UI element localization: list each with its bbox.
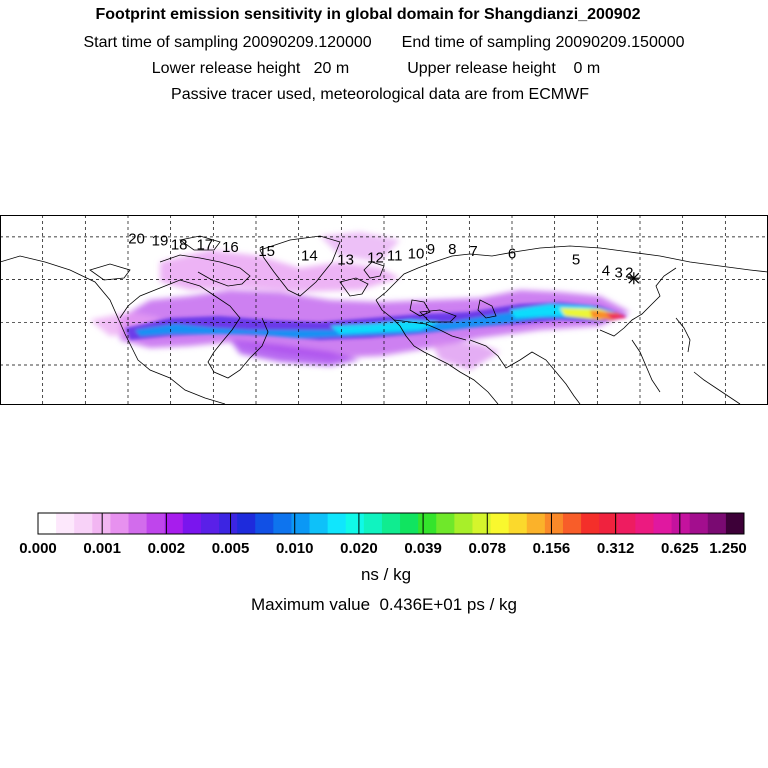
colorbar-swatch xyxy=(128,513,148,534)
trajectory-label: 6 xyxy=(508,245,516,262)
colorbar-swatch xyxy=(508,513,528,534)
colorbar-swatch xyxy=(219,513,238,534)
colorbar-tick-label: 0.001 xyxy=(83,540,121,557)
colorbar-tick-label: 0.020 xyxy=(340,540,378,557)
colorbar-swatch xyxy=(182,513,202,534)
receptor-star-stroke xyxy=(628,272,640,284)
colorbar-unit-label: ns / kg xyxy=(360,565,412,584)
colorbar-swatch xyxy=(707,513,727,534)
colorbar-swatch xyxy=(436,513,455,534)
colorbar-tick-labels: 0.000 0.001 0.002 0.005 0.010 0.020 0.039 0.078… xyxy=(19,540,747,557)
colorbar-swatch xyxy=(146,513,166,534)
colorbar-swatch xyxy=(526,513,546,534)
colorbar-swatch xyxy=(671,513,691,534)
colorbar-tick-label: 0.000 xyxy=(19,540,57,557)
colorbar-swatch xyxy=(273,513,292,534)
trajectory-label: 17 xyxy=(196,237,213,254)
colorbar-swatch xyxy=(164,513,184,534)
colorbar-swatch xyxy=(635,513,654,534)
colorbar-swatch xyxy=(38,513,57,534)
trajectory-label: 20 xyxy=(128,230,145,247)
colorbar-swatch xyxy=(581,513,600,534)
trajectory-label: 8 xyxy=(448,241,456,258)
colorbar-tick-label: 0.039 xyxy=(404,540,442,557)
trajectory-label: 11 xyxy=(387,247,403,264)
trajectory-label: 9 xyxy=(427,241,435,258)
trajectory-label: 5 xyxy=(572,252,580,269)
trajectory-label: 16 xyxy=(222,239,239,256)
colorbar-swatch xyxy=(400,513,419,534)
colorbar-swatches xyxy=(37,512,745,535)
tracer-info: Passive tracer used, meteorological data… xyxy=(171,86,589,103)
colorbar-tick-label: 0.625 xyxy=(661,540,699,557)
colorbar-swatch xyxy=(110,513,129,534)
colorbar-swatch xyxy=(562,513,582,534)
colorbar-tick-label: 0.002 xyxy=(148,540,186,557)
trajectory-label: 7 xyxy=(469,243,477,260)
colorbar-swatch xyxy=(544,513,564,534)
colorbar-tick-label: 0.010 xyxy=(276,540,314,557)
footprint-map: 20 19 18 17 16 15 14 13 12 11 10 9 8 7 6 54 3 2 xyxy=(0,215,768,405)
colorbar-swatch xyxy=(418,513,437,534)
lat-lon-grid xyxy=(0,215,768,405)
colorbar-tick-label: 0.005 xyxy=(212,540,250,557)
colorbar-swatch xyxy=(490,513,510,534)
sampling-times: Start time of sampling 20090209.120000 En… xyxy=(0,34,768,52)
colorbar-swatch xyxy=(725,513,745,534)
receptor-marker xyxy=(627,272,640,285)
colorbar-swatch xyxy=(237,513,256,534)
colorbar-swatch xyxy=(345,513,365,534)
colorbar-tick-label: 0.078 xyxy=(468,540,506,557)
trajectory-label: 19 xyxy=(152,232,169,249)
trajectory-label: 18 xyxy=(171,237,188,254)
maximum-value-label: Maximum value 0.436E+01 ps / kg xyxy=(251,595,517,614)
trajectory-label: 10 xyxy=(408,245,425,262)
colorbar-swatch xyxy=(689,513,709,534)
trajectory-label: 4 xyxy=(602,262,610,279)
colorbar-swatch xyxy=(617,513,636,534)
colorbar-swatch xyxy=(291,513,310,534)
colorbar: 0.000 0.001 0.002 0.005 0.010 0.020 0.039 0.078… xyxy=(19,512,747,557)
start-time-label: Start time of sampling 20090209.120000 xyxy=(83,34,372,51)
coastlines xyxy=(0,235,768,405)
colorbar-swatch xyxy=(472,513,491,534)
colorbar-swatch xyxy=(653,513,672,534)
lower-release-height-label: Lower release height 20 m xyxy=(151,60,350,77)
colorbar-tick-label: 0.312 xyxy=(597,540,635,557)
colorbar-swatch xyxy=(74,513,93,534)
end-time-label: End time of sampling 20090209.150000 xyxy=(401,34,685,51)
upper-release-height-label: Upper release height 0 m xyxy=(407,60,601,77)
colorbar-swatch xyxy=(200,513,220,534)
colorbar-swatch xyxy=(599,513,618,534)
colorbar-swatch xyxy=(327,513,347,534)
trajectory-labels: 20 19 18 17 16 15 14 13 12 11 10 9 8 7 6 54 3 2 xyxy=(128,230,633,281)
colorbar-tick-label: 0.156 xyxy=(533,540,571,557)
colorbar-swatch xyxy=(309,513,329,534)
colorbar-ticks xyxy=(37,513,745,534)
trajectory-label: 14 xyxy=(301,247,318,264)
trajectory-label: 15 xyxy=(258,243,275,260)
plot-title: Footprint emission sensitivity in global… xyxy=(95,6,641,23)
colorbar-swatch xyxy=(255,513,274,534)
colorbar-swatch xyxy=(92,513,111,534)
colorbar-swatch xyxy=(454,513,473,534)
trajectory-label: 12 xyxy=(367,250,384,267)
release-heights: Lower release height 20 m Upper release h… xyxy=(0,60,760,78)
colorbar-swatch xyxy=(56,513,75,534)
trajectory-label: 13 xyxy=(337,252,354,269)
colorbar-tick-label: 1.250 xyxy=(709,540,747,557)
trajectory-label: 3 xyxy=(614,264,622,281)
colorbar-swatch xyxy=(381,513,401,534)
colorbar-swatch xyxy=(363,513,383,534)
